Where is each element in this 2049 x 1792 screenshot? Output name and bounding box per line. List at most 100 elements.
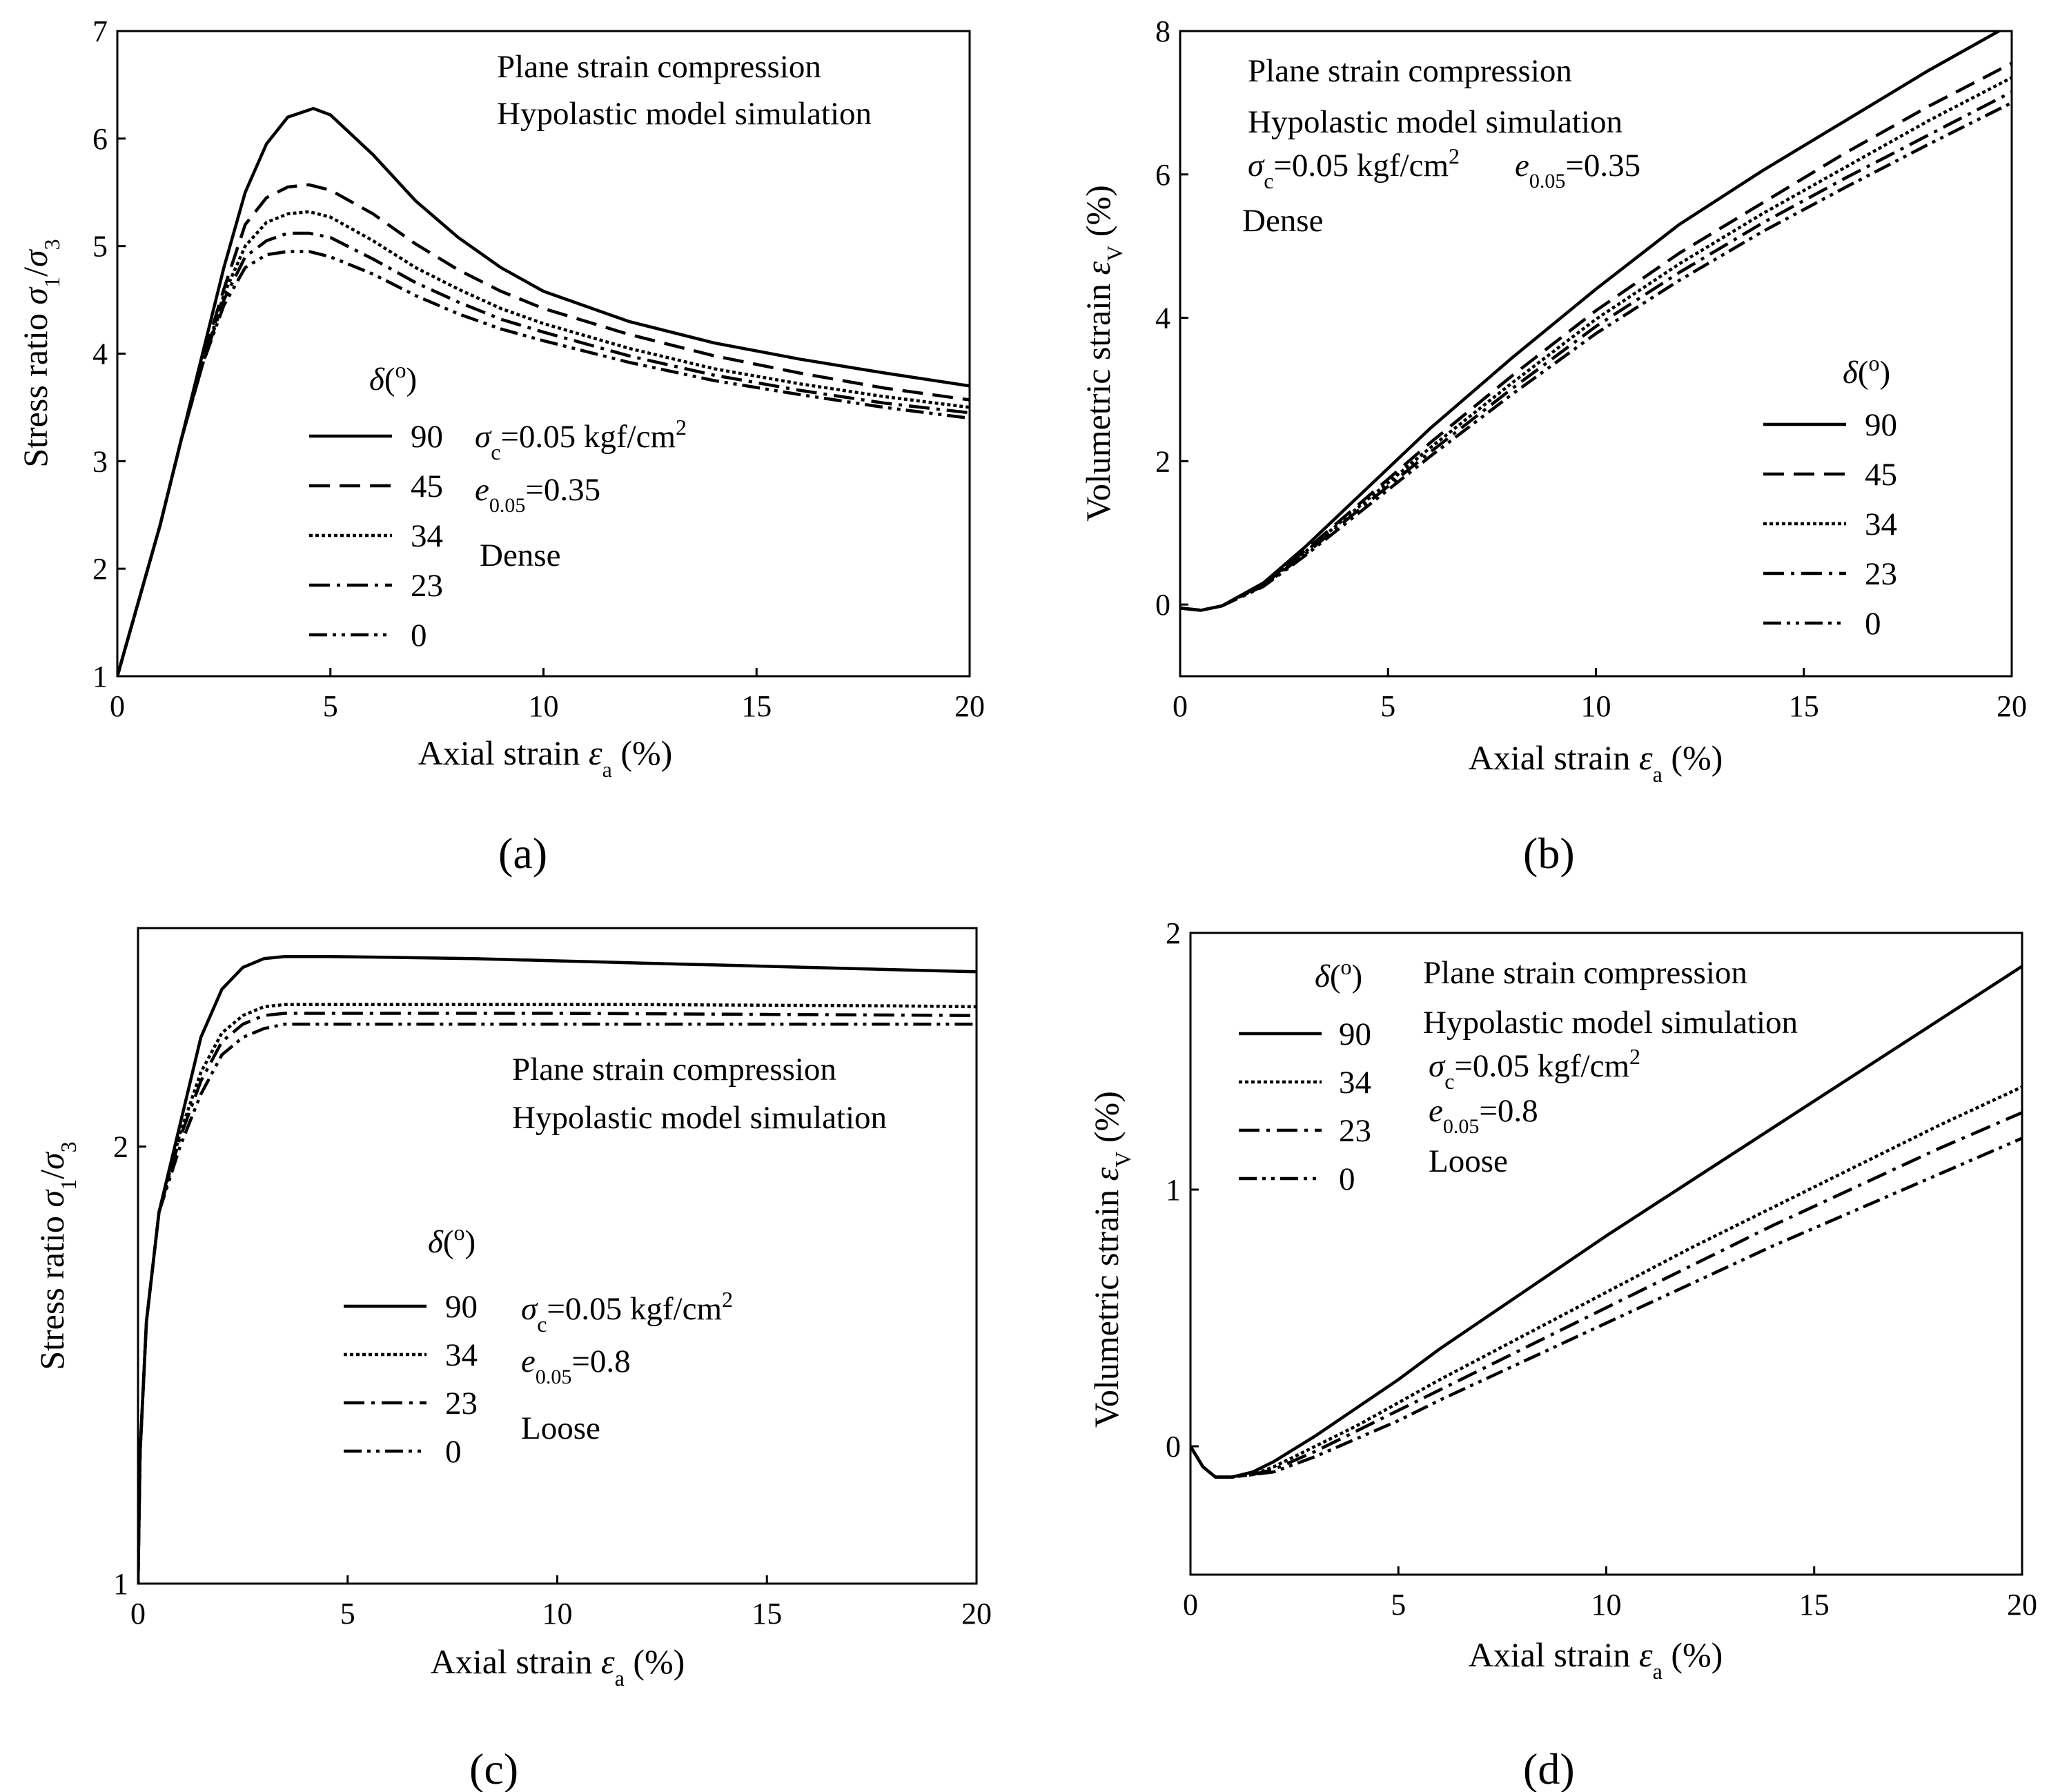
series-line-23 [138,1012,977,1584]
x-axis-label: Axial strain εa (%) [1469,738,1723,787]
x-tick-label: 15 [1799,1588,1830,1622]
panel-label: (b) [1523,829,1575,878]
y-tick-labels: 0 1 2 [1166,916,1181,1464]
param-sigma-c: σc=0.05 kgf/cm2 [1248,144,1460,193]
annotation-line-1: Plane strain compression [497,49,821,85]
x-axis-label: Axial strain εa (%) [418,733,673,782]
param-density: Loose [521,1410,600,1446]
x-axis-label: Axial strain εa (%) [431,1642,685,1691]
x-tick-label: 5 [1380,689,1395,723]
legend-label-90: 90 [411,419,443,455]
series-line-34 [138,1003,977,1584]
y-tick-label: 5 [92,230,108,264]
y-tick-label: 0 [1155,588,1170,622]
legend-label-90: 90 [1865,407,1897,443]
y-tick-label: 2 [113,1130,128,1164]
legend-label-90: 90 [1339,1016,1371,1052]
param-e0: e0.05=0.8 [521,1343,631,1388]
legend-label-45: 45 [1865,457,1897,493]
x-tick-label: 15 [1789,689,1819,723]
x-tick-label: 10 [542,1597,573,1631]
x-tick-label: 10 [1581,689,1611,723]
series-curves [1180,31,2012,612]
y-tick-label: 0 [1166,1430,1181,1464]
y-tick-label: 8 [1155,14,1170,48]
series-curves [138,954,977,1584]
panel-label: (c) [469,1744,518,1792]
y-tick-label: 1 [92,660,108,693]
annotation-line-2: Hypolastic model simulation [1248,104,1622,140]
param-e0: e0.05=0.35 [475,472,600,517]
y-tick-label: 1 [113,1567,128,1601]
x-tick-label: 20 [2007,1588,2037,1622]
y-tick-labels: 12 [113,1130,128,1601]
legend-label-45: 45 [411,469,443,504]
plot-frame [137,927,978,1585]
y-axis-label: Volumetric strain εV (%) [1079,185,1127,522]
y-tick-label: 1 [1166,1173,1181,1207]
annotation-line-1: Plane strain compression [512,1052,836,1087]
y-tick-label: 2 [1155,444,1170,478]
legend-label-90: 90 [445,1289,478,1325]
series-line-90 [1190,965,2022,1479]
x-tick-label: 10 [529,689,559,723]
annotation-line-1: Plane strain compression [1248,53,1572,89]
annotation-line-1: Plane strain compression [1423,955,1747,991]
panel-label: (d) [1523,1744,1575,1792]
annotation-line-2: Hypolastic model simulation [497,96,872,132]
param-sigma-c: σc=0.05 kgf/cm2 [1429,1044,1640,1094]
legend-label-34: 34 [1339,1065,1371,1101]
x-tick-label: 20 [954,689,985,723]
legend: 90 34 23 0 [344,1289,478,1470]
x-tick-label: 5 [323,689,338,723]
series-line-90 [117,106,970,676]
legend-label-34: 34 [411,518,443,554]
legend-label-23: 23 [411,568,443,604]
x-tick-label: 10 [1591,1588,1622,1622]
x-tick-label: 0 [1173,689,1188,723]
param-e0: e0.05=0.35 [1515,148,1640,193]
annotation-line-2: Hypolastic model simulation [512,1100,887,1136]
y-tick-label: 6 [1155,158,1170,192]
series-line-34 [1190,1085,2022,1479]
x-tick-label: 15 [741,689,772,723]
legend-label-23: 23 [1865,556,1897,592]
y-tick-label: 2 [1166,916,1181,950]
legend-label-34: 34 [1865,506,1897,542]
legend-label-0: 0 [1865,606,1881,642]
param-e0: e0.05=0.8 [1429,1093,1538,1138]
x-tick-labels: 0 5 10 15 20 [1183,1588,2037,1622]
x-tick-label: 0 [110,689,125,723]
legend-title: δ(o) [369,357,417,397]
x-tick-label: 20 [961,1597,992,1631]
x-tick-labels: 0 5 10 15 20 [1173,689,2027,723]
x-tick-label: 0 [1183,1588,1198,1622]
annotation-line-2: Hypolastic model simulation [1423,1005,1798,1041]
legend: 90 45 34 23 0 [1763,407,1897,642]
tick-marks [116,30,971,678]
chart-panel-d: 0 5 10 15 20 0 1 2 Axial strain εa (%) Volumet… [1087,916,2037,1792]
series-line-45 [1180,61,2012,612]
series-line-34 [117,210,970,676]
param-density: Dense [480,538,560,573]
chart-panel-b: 0 5 10 15 20 0 2 4 6 8 Axial strain εa (%) Volum… [1079,14,2027,878]
y-tick-labels: 1 2 3 4 5 6 7 [92,14,108,693]
legend-label-23: 23 [1339,1113,1371,1149]
x-tick-label: 5 [340,1597,355,1631]
legend-label-34: 34 [445,1337,478,1373]
x-tick-labels: 0 5 10 15 20 [130,1597,992,1631]
param-sigma-c: σc=0.05 kgf/cm2 [521,1287,733,1337]
y-tick-label: 7 [92,14,108,48]
legend-title: δ(o) [428,1220,476,1260]
chart-panel-c: 0 5 10 15 20 12 Axial strain εa (%) Stress r… [32,927,992,1792]
series-curves [1190,965,2022,1479]
legend: 90 45 34 23 0 [309,419,443,653]
panel-label: (a) [498,829,547,878]
legend-label-23: 23 [445,1386,478,1421]
y-tick-label: 4 [1155,302,1170,335]
x-tick-label: 5 [1391,1588,1406,1622]
series-line-90 [138,954,977,1584]
x-tick-label: 20 [1997,689,2027,723]
